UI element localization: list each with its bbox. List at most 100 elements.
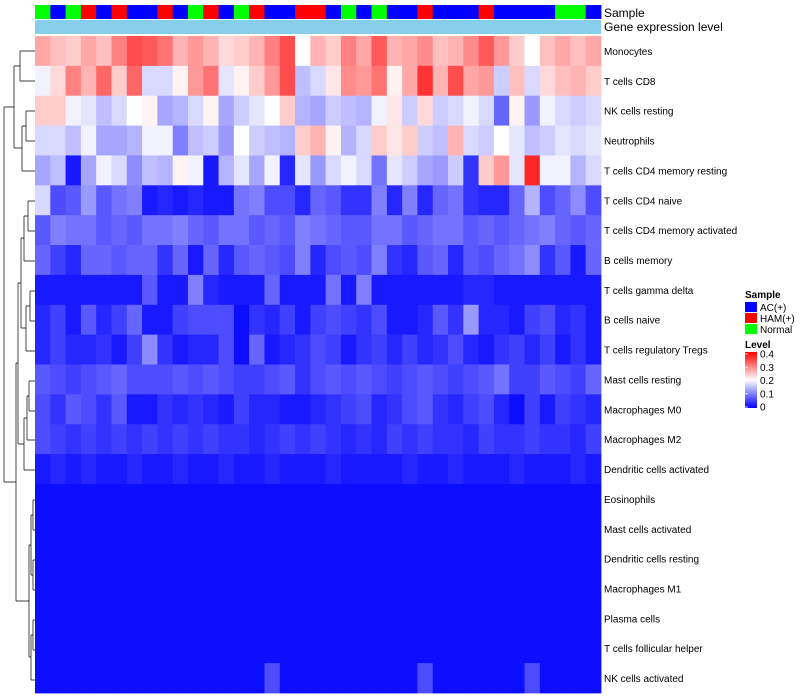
heatmap-cell [279, 543, 296, 574]
legend-entry-label: HAM(+) [760, 314, 795, 325]
heatmap-cell [233, 663, 250, 694]
row-label: B cells naive [604, 316, 661, 327]
heatmap-cell [35, 454, 51, 485]
heatmap-cell [585, 65, 602, 97]
heatmap-cell [172, 633, 189, 664]
heatmap-cell [172, 394, 189, 425]
heatmap-cell [585, 245, 602, 276]
heatmap-cell [80, 543, 97, 574]
heatmap-cell [570, 603, 587, 634]
heatmap-cell [233, 364, 250, 395]
heatmap-cell [325, 424, 342, 455]
heatmap-cell [65, 65, 82, 97]
sample-annotation-label: Sample [604, 6, 645, 20]
heatmap-cell [356, 573, 372, 604]
heatmap-cell [35, 65, 51, 97]
heatmap-cell [172, 663, 189, 694]
heatmap-cell [218, 424, 235, 455]
heatmap-cell [96, 65, 112, 97]
sample-cell [539, 5, 556, 19]
heatmap-cell [448, 454, 464, 485]
heatmap-cell [295, 304, 311, 336]
heatmap-cell [295, 394, 311, 425]
sample-cell [448, 5, 464, 19]
heatmap-cell [35, 573, 51, 604]
heatmap-cell [539, 125, 556, 156]
heatmap-cell [65, 95, 82, 126]
sample-cell [157, 5, 174, 19]
heatmap-cell [509, 274, 525, 306]
heatmap-cell [478, 573, 495, 604]
heatmap-cell [585, 36, 602, 67]
heatmap-cell [295, 454, 311, 485]
heatmap-cell [111, 95, 128, 126]
heatmap-cell [340, 274, 357, 306]
heatmap-cell [555, 304, 571, 336]
heatmap-cell [570, 185, 587, 216]
heatmap-cell [279, 36, 296, 67]
heatmap-cell [493, 513, 510, 545]
heatmap-cell [371, 364, 388, 395]
heatmap-cell [524, 215, 541, 246]
heatmap-cell [96, 274, 112, 306]
heatmap-cell [402, 573, 418, 604]
heatmap-cell [340, 424, 357, 455]
heatmap-cell [463, 394, 480, 425]
heatmap-cell [493, 155, 510, 186]
heatmap-cell [570, 364, 587, 395]
heatmap-cell [295, 543, 311, 574]
heatmap-cell [295, 155, 311, 186]
heatmap-cell [509, 334, 525, 365]
heatmap-cell [585, 543, 602, 574]
heatmap-cell [142, 245, 158, 276]
heatmap-cell [157, 483, 174, 515]
heatmap-cell [478, 36, 495, 67]
heatmap-cell [187, 304, 204, 336]
heatmap-cell [448, 483, 464, 515]
heatmap-cell [279, 513, 296, 545]
heatmap-cell [157, 36, 174, 67]
heatmap-cell [203, 513, 219, 545]
heatmap-cell [111, 125, 128, 156]
heatmap-cell [126, 483, 143, 515]
heatmap-cell [478, 543, 495, 574]
heatmap-cell [509, 633, 525, 664]
heatmap-cell [402, 424, 418, 455]
row-label: B cells memory [604, 256, 672, 267]
heatmap-cell [340, 65, 357, 97]
heatmap-cell [386, 603, 403, 634]
heatmap-cell [218, 483, 235, 515]
level-legend-title: Level [745, 340, 771, 351]
heatmap-cell [448, 573, 464, 604]
heatmap-cell [203, 245, 219, 276]
heatmap-cell [463, 185, 480, 216]
heatmap-cell [35, 483, 51, 515]
heatmap-cell [218, 603, 235, 634]
heatmap-cell [478, 274, 495, 306]
heatmap-cell [157, 274, 174, 306]
sample-cell [570, 5, 587, 19]
heatmap-cell [524, 125, 541, 156]
heatmap-cell [340, 95, 357, 126]
heatmap-cell [432, 543, 449, 574]
heatmap-cell [50, 274, 66, 306]
sample-cell [203, 5, 219, 19]
heatmap-cell [493, 573, 510, 604]
heatmap-cell [325, 245, 342, 276]
heatmap-cell [448, 245, 464, 276]
heatmap-cell [35, 424, 51, 455]
heatmap-cell [218, 364, 235, 395]
heatmap-cell [187, 364, 204, 395]
heatmap-cell [157, 454, 174, 485]
heatmap-cell [157, 603, 174, 634]
heatmap-cell [524, 513, 541, 545]
heatmap-cell [524, 424, 541, 455]
heatmap-cell [585, 125, 602, 156]
heatmap-cell [448, 424, 464, 455]
heatmap-cell [249, 454, 265, 485]
heatmap-cell [463, 304, 480, 336]
sample-cell [493, 5, 510, 19]
heatmap-cell [96, 95, 112, 126]
heatmap-cell [371, 603, 388, 634]
sample-legend-title: Sample [745, 290, 781, 301]
